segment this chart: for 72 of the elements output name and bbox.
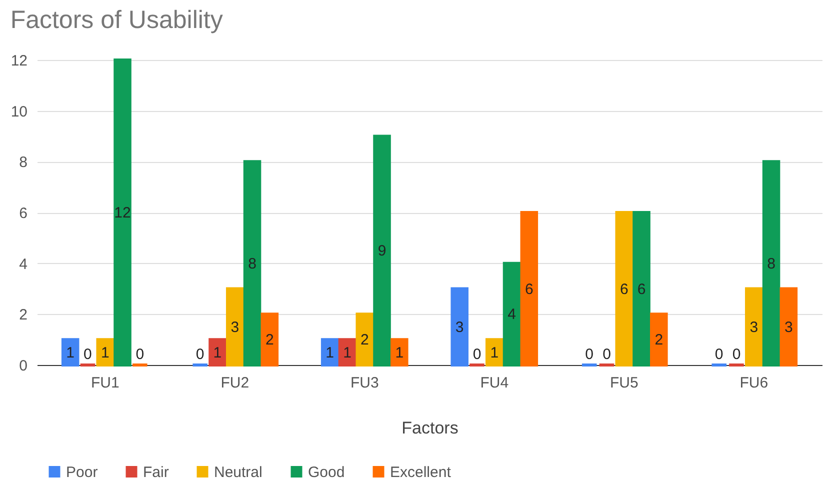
data-label: 2 (654, 332, 664, 349)
data-label: 3 (455, 318, 464, 336)
chart-title: Factors of Usability (10, 6, 224, 34)
data-label: 0 (585, 346, 594, 363)
bar (373, 134, 391, 366)
data-label: 8 (767, 255, 776, 272)
legend-label: Fair (143, 464, 169, 481)
bar (114, 58, 132, 366)
bar (762, 160, 780, 366)
bar (502, 262, 521, 366)
x-axis-title: Factors (402, 418, 458, 438)
y-tick-label: 4 (19, 256, 28, 273)
bar (450, 287, 468, 366)
data-label: 3 (750, 318, 758, 336)
bar (226, 287, 244, 366)
data-label: 6 (620, 280, 628, 298)
bar (338, 338, 356, 366)
legend-label: Excellent (390, 464, 452, 481)
y-tick-label: 6 (19, 205, 28, 222)
y-tick-label: 2 (19, 306, 28, 324)
data-label: 1 (490, 344, 499, 362)
data-label: 1 (66, 344, 75, 362)
legend-label: Neutral (214, 464, 262, 481)
x-tick-label: FU2 (220, 374, 250, 392)
data-label: 6 (637, 280, 646, 298)
data-label: 1 (326, 344, 334, 362)
data-label: 2 (360, 332, 369, 349)
y-tick-label: 0 (19, 358, 28, 374)
data-label: 0 (602, 346, 611, 363)
x-tick-label: FU5 (610, 374, 638, 392)
bar (650, 312, 668, 366)
data-label: 1 (343, 344, 352, 362)
data-label: 0 (732, 346, 741, 363)
bar (780, 287, 798, 366)
data-label: 0 (84, 346, 92, 363)
bar (744, 287, 763, 366)
data-label: 0 (714, 346, 724, 363)
data-label: 9 (378, 242, 386, 260)
data-label: 6 (524, 280, 534, 298)
bar (320, 338, 339, 366)
data-label: 1 (213, 344, 222, 362)
data-label: 12 (114, 204, 131, 222)
data-label: 1 (100, 344, 110, 362)
x-tick-label: FU4 (480, 374, 509, 392)
bar (96, 338, 114, 366)
bar (61, 338, 80, 366)
data-label: 2 (265, 332, 274, 349)
y-tick-label: 12 (10, 52, 28, 70)
legend-label: Poor (66, 464, 98, 481)
x-tick-label: FU6 (740, 374, 768, 392)
bar (615, 211, 634, 366)
bar (243, 160, 262, 366)
legend-label: Good (308, 464, 345, 481)
data-label: 3 (784, 318, 793, 336)
data-label: 0 (136, 346, 144, 363)
bar (356, 312, 374, 366)
data-label: 0 (472, 346, 482, 363)
bar (632, 211, 650, 366)
x-tick-label: FU1 (90, 374, 120, 392)
data-label: 0 (196, 346, 204, 363)
y-tick-label: 8 (19, 154, 28, 172)
data-label: 4 (508, 306, 516, 324)
data-label: 1 (395, 344, 404, 362)
y-tick-label: 10 (10, 103, 28, 120)
bar (260, 312, 279, 366)
data-label: 3 (230, 318, 240, 336)
x-tick-label: FU3 (350, 374, 379, 392)
bar (485, 338, 504, 366)
bar (520, 211, 538, 366)
bar (390, 338, 408, 366)
data-label: 8 (248, 255, 256, 272)
bar (208, 338, 226, 366)
